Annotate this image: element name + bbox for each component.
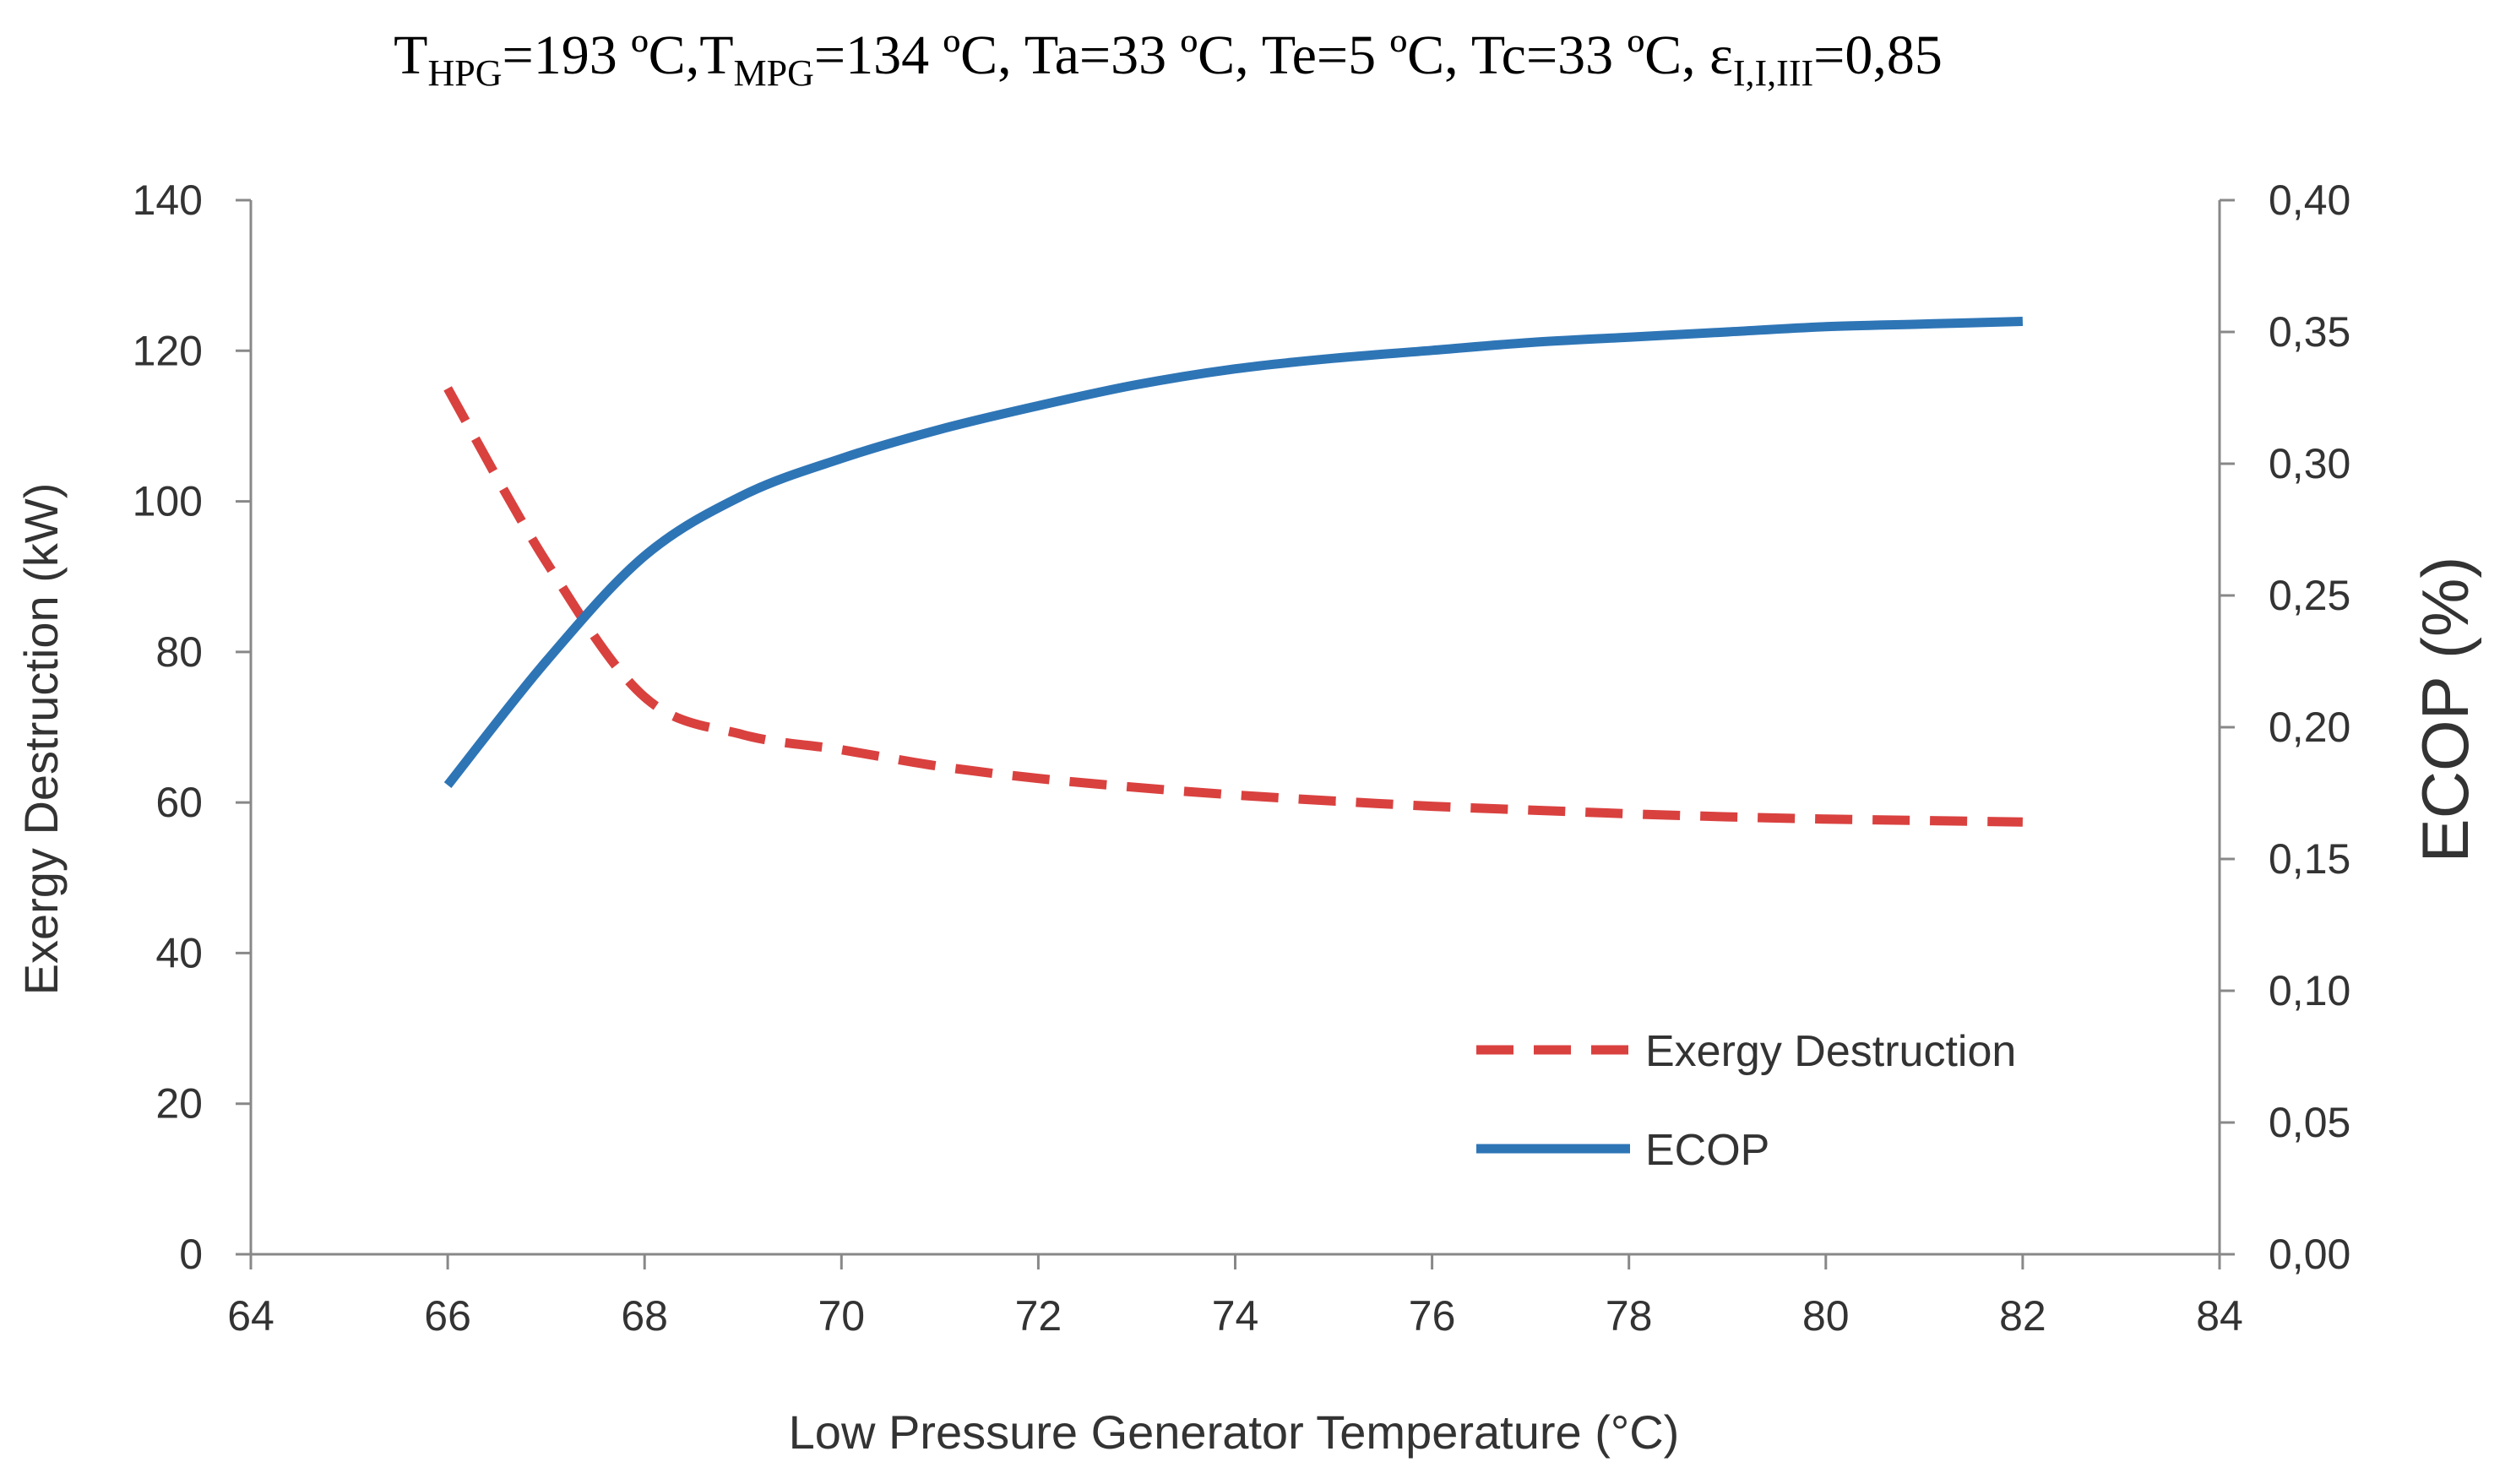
ticks: 64 66 68 70 72 74 76 78 80 82 84 0 20 40 60 80 100 120 140… [133, 177, 2351, 1340]
y-left-tick-label: 40 [155, 929, 203, 976]
title-subscript: MPG [734, 52, 814, 94]
title-segment: T [394, 24, 427, 86]
y-left-tick-label: 60 [155, 779, 203, 826]
chart-title: THPG=193 ºC,TMPG=134 ºC, Ta=33 ºC, Te=5 … [394, 24, 1943, 94]
y-right-tick-label: 0,40 [2269, 177, 2350, 224]
x-tick-label: 66 [424, 1292, 471, 1340]
title-subscript: I,I,III [1733, 52, 1813, 94]
x-tick-label: 64 [227, 1292, 274, 1340]
x-tick-label: 74 [1212, 1292, 1259, 1340]
y-left-tick-label: 100 [133, 478, 203, 525]
y-axis-right-label: ECOP (%) [2408, 557, 2482, 863]
series-line-exergy-destruction [443, 386, 2023, 827]
title-segment: =193 ºC,T [502, 24, 733, 86]
y-left-tick-label: 140 [133, 177, 203, 224]
legend: Exergy Destruction ECOP [1476, 1027, 2016, 1175]
y-axis-left-label: Exergy Destruction (kW) [14, 483, 68, 996]
title-segment: =134 ºC, Ta=33 ºC, Te=5 ºC, Tc=33 ºC, ε [814, 24, 1733, 86]
axes [249, 200, 2221, 1256]
series-group [443, 317, 2024, 827]
x-tick-label: 76 [1409, 1292, 1456, 1340]
title-subscript: HPG [427, 52, 502, 94]
y-left-tick-label: 120 [133, 327, 203, 374]
legend-label-ecop: ECOP [1645, 1126, 1769, 1175]
legend-label-exergy-destruction: Exergy Destruction [1645, 1027, 2016, 1076]
y-right-tick-label: 0,20 [2269, 704, 2350, 751]
series-line-ecop [443, 317, 2024, 789]
y-right-tick-label: 0,00 [2269, 1231, 2350, 1278]
y-left-tick-label: 80 [155, 628, 203, 676]
y-right-tick-label: 0,15 [2269, 835, 2350, 883]
x-tick-label: 68 [621, 1292, 668, 1340]
y-left-tick-label: 0 [179, 1231, 203, 1278]
x-tick-label: 82 [1999, 1292, 2046, 1340]
y-right-tick-label: 0,05 [2269, 1099, 2350, 1146]
x-tick-label: 72 [1015, 1292, 1062, 1340]
x-tick-label: 70 [818, 1292, 865, 1340]
y-right-tick-label: 0,10 [2269, 967, 2350, 1014]
x-axis-label: Low Pressure Generator Temperature (°C) [789, 1405, 1680, 1459]
title-segment: =0,85 [1813, 24, 1943, 86]
x-tick-label: 78 [1606, 1292, 1653, 1340]
y-right-tick-label: 0,30 [2269, 440, 2350, 487]
y-left-tick-label: 20 [155, 1080, 203, 1128]
y-right-tick-label: 0,35 [2269, 308, 2350, 356]
y-right-tick-label: 0,25 [2269, 572, 2350, 619]
x-tick-label: 84 [2196, 1292, 2243, 1340]
x-tick-label: 80 [1802, 1292, 1850, 1340]
